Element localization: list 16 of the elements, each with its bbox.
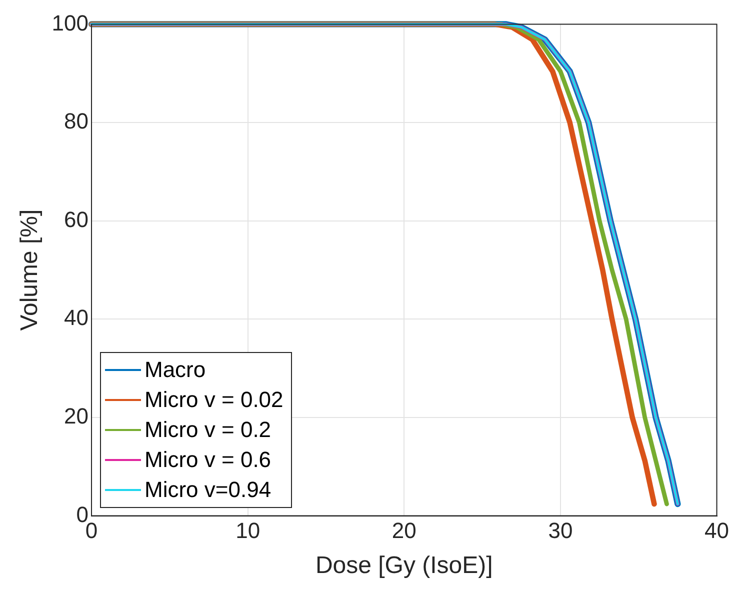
y-tick-label: 20 xyxy=(64,404,89,429)
legend-label: Micro v = 0.02 xyxy=(144,386,284,414)
x-tick-label: 20 xyxy=(392,518,416,544)
x-tick-label: 40 xyxy=(704,518,730,544)
y-tick-label: 80 xyxy=(64,108,89,134)
legend-label: Micro v = 0.2 xyxy=(144,416,272,444)
legend-label: Macro xyxy=(144,356,206,384)
y-axis-title: Volume [%] xyxy=(16,209,44,331)
legend-label: Micro v = 0.6 xyxy=(144,446,272,474)
y-tick-label: 100 xyxy=(52,10,89,36)
x-tick-label: 10 xyxy=(236,518,260,544)
y-tick-label: 60 xyxy=(64,206,89,232)
legend-label: Micro v=0.94 xyxy=(144,476,272,504)
x-tick-label: 30 xyxy=(548,518,573,544)
y-tick-label: 40 xyxy=(64,305,89,330)
x-axis-title: Dose [Gy (IsoE)] xyxy=(315,552,493,580)
